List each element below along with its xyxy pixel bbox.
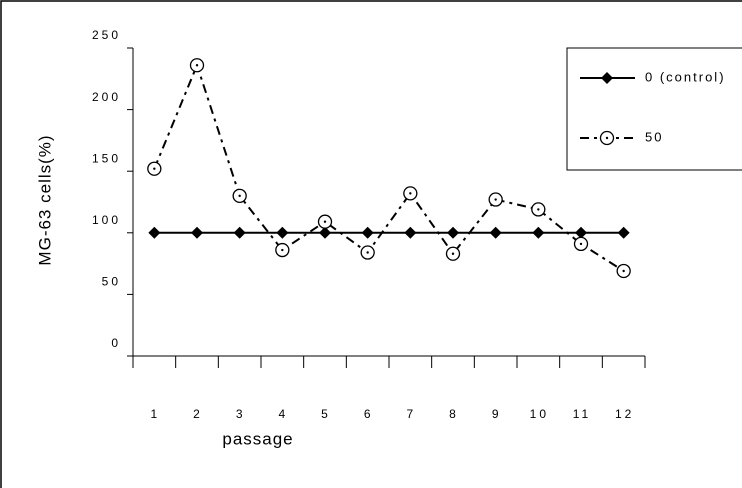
page: {"chart_data": {"type": "line", "xlabel"… (0, 0, 742, 488)
marker-dot (409, 192, 411, 194)
marker-diamond (404, 227, 416, 239)
marker-diamond (276, 227, 288, 239)
series-line (154, 65, 623, 271)
y-tick-label: 0 (111, 336, 121, 350)
x-tick-label: 2 (193, 407, 203, 421)
y-tick-label: 150 (92, 151, 121, 165)
marker-dot (622, 270, 624, 272)
marker-dot (494, 198, 496, 200)
chart: passage MG-63 cells(%) 05010015020025012… (0, 0, 742, 488)
x-tick-label: 3 (236, 407, 246, 421)
legend-box (567, 48, 742, 170)
y-tick-label: 100 (92, 213, 121, 227)
marker-dot (580, 243, 582, 245)
x-tick-label: 1 (150, 407, 160, 421)
marker-dot (281, 249, 283, 251)
marker-diamond (490, 227, 502, 239)
x-tick-label: 12 (615, 407, 634, 421)
x-tick-label: 7 (406, 407, 416, 421)
marker-dot (324, 221, 326, 223)
x-tick-label: 6 (364, 407, 374, 421)
x-tick-label: 5 (321, 407, 331, 421)
marker-diamond (191, 227, 203, 239)
marker-dot (196, 64, 198, 66)
y-tick-label: 50 (102, 275, 121, 289)
x-tick-label: 4 (278, 407, 288, 421)
marker-diamond (362, 227, 374, 239)
y-tick-label: 200 (92, 90, 121, 104)
marker-diamond (618, 227, 630, 239)
marker-diamond (148, 227, 160, 239)
marker-diamond (532, 227, 544, 239)
legend-label: 0 (control) (645, 69, 726, 84)
x-tick-label: 8 (449, 407, 459, 421)
marker-dot (606, 137, 608, 139)
legend-label: 50 (645, 129, 663, 144)
x-tick-label: 11 (573, 407, 591, 421)
y-tick-label: 250 (92, 28, 121, 42)
marker-dot (366, 251, 368, 253)
marker-dot (452, 253, 454, 255)
marker-dot (537, 208, 539, 210)
marker-dot (153, 168, 155, 170)
x-tick-label: 9 (492, 407, 502, 421)
marker-diamond (234, 227, 246, 239)
x-axis-title: passage (222, 429, 293, 448)
x-tick-label: 10 (530, 407, 549, 421)
marker-diamond (447, 227, 459, 239)
marker-dot (238, 195, 240, 197)
y-axis-title: MG-63 cells(%) (35, 134, 54, 265)
